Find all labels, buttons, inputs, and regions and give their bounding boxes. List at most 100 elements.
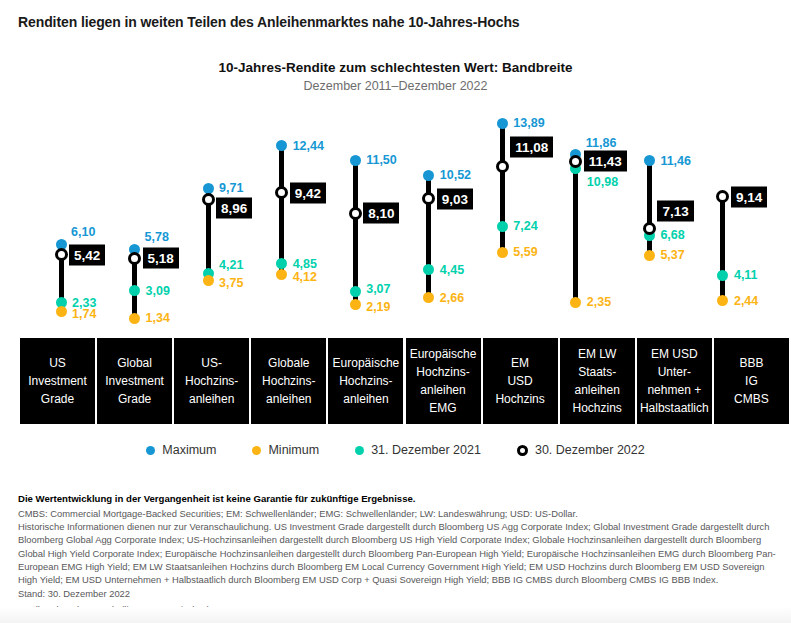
maximum-value-label: 9,71 xyxy=(219,181,243,195)
minimum-dot xyxy=(717,295,728,306)
dec2021-value-label: 10,98 xyxy=(587,175,618,189)
category-box: EuropäischeHochzins-anleihenEMG xyxy=(406,338,481,424)
dec2022-ring xyxy=(128,252,141,265)
dec2022-value-box: 9,14 xyxy=(731,186,767,207)
dec2021-dot-icon xyxy=(355,446,364,455)
maximum-value-label: 13,89 xyxy=(513,116,544,130)
report-page: Renditen liegen in weiten Teilen des Anl… xyxy=(0,0,791,623)
dec2021-value-label: 4,45 xyxy=(440,263,464,277)
category-label-line: Europäische xyxy=(333,354,400,372)
minimum-value-label: 2,44 xyxy=(734,294,758,308)
maximum-value-label: 11,86 xyxy=(586,136,617,150)
minimum-dot xyxy=(203,275,214,286)
dec2022-value-box: 7,13 xyxy=(657,201,693,222)
dec2022-ring xyxy=(496,160,509,173)
maximum-value-label: 11,46 xyxy=(660,154,691,168)
category-box: USInvestmentGrade xyxy=(20,338,95,424)
range-line xyxy=(647,161,652,256)
dec2021-value-label: 4,11 xyxy=(734,268,758,282)
category-label-line: Hochzins- xyxy=(416,363,469,381)
minimum-dot xyxy=(644,250,655,261)
dec2021-value-label: 3,07 xyxy=(366,282,390,296)
minimum-value-label: 2,35 xyxy=(587,295,611,309)
category-label-line: Unter- xyxy=(658,363,691,381)
dec2022-ring xyxy=(643,222,656,235)
minimum-value-label: 3,75 xyxy=(219,276,243,290)
legend-label-maximum: Maximum xyxy=(162,443,216,457)
category-box: GlobaleHochzins-anleihen xyxy=(251,338,326,424)
category-label-line: IG xyxy=(745,372,758,390)
footnotes: Die Wertentwicklung in der Vergangenheit… xyxy=(18,492,777,616)
minimum-dot xyxy=(56,306,67,317)
minimum-value-label: 5,37 xyxy=(660,248,684,262)
category-label-line: Hochzins- xyxy=(185,372,238,390)
category-label-line: Investment xyxy=(105,372,164,390)
dec2022-value-box: 9,42 xyxy=(290,182,326,203)
dec2021-value-label: 7,24 xyxy=(513,219,537,233)
category-label-line: Halbstaatlich xyxy=(640,399,709,417)
minimum-value-label: 1,34 xyxy=(146,311,170,325)
category-label-line: anleihen xyxy=(575,381,620,399)
dec2021-value-label: 4,85 xyxy=(293,257,317,271)
minimum-dot xyxy=(276,269,287,280)
minimum-value-label: 4,12 xyxy=(293,270,317,284)
category-label-line: Hochzins xyxy=(573,399,622,417)
maximum-dot xyxy=(644,155,655,166)
legend-item-dec2021: 31. Dezember 2021 xyxy=(355,443,481,457)
range-line xyxy=(500,123,505,252)
dec2022-value-box: 5,42 xyxy=(69,244,105,265)
dec2021-value-label: 6,68 xyxy=(660,228,684,242)
category-label-line: anleihen xyxy=(189,390,234,408)
minimum-value-label: 2,66 xyxy=(440,291,464,305)
dec2022-ring xyxy=(275,186,288,199)
dec2022-value-box: 11,43 xyxy=(584,151,627,172)
dec2021-dot xyxy=(129,285,140,296)
dec2021-dot xyxy=(276,258,287,269)
category-label-line: anleihen xyxy=(420,381,465,399)
category-label-line: US- xyxy=(201,354,222,372)
maximum-value-label: 5,78 xyxy=(145,230,169,244)
dec2022-value-box: 9,03 xyxy=(437,188,473,209)
minimum-dot xyxy=(570,297,581,308)
legend-label-dec2022: 30. Dezember 2022 xyxy=(535,443,645,457)
maximum-dot xyxy=(203,183,214,194)
range-line xyxy=(720,197,725,301)
category-label-line: Europäische xyxy=(410,345,477,363)
range-line xyxy=(353,160,358,305)
dec2022-ring xyxy=(55,248,68,261)
dec2021-dot xyxy=(497,221,508,232)
legend-label-dec2021: 31. Dezember 2021 xyxy=(371,443,481,457)
dec2022-value-box: 11,08 xyxy=(510,136,553,157)
category-label-line: EM LW xyxy=(578,345,616,363)
minimum-dot-icon xyxy=(252,446,261,455)
category-box: EM USDUnter-nehmen +Halbstaatlich xyxy=(637,338,712,424)
dec2022-ring xyxy=(349,207,362,220)
category-label-line: EMG xyxy=(429,399,456,417)
category-label-line: Grade xyxy=(41,390,74,408)
dec2022-ring-icon xyxy=(517,445,528,456)
maximum-value-label: 12,44 xyxy=(293,139,324,153)
maximum-dot xyxy=(423,170,434,181)
category-label-line: US xyxy=(49,354,66,372)
category-box: EuropäischeHochzins-anleihen xyxy=(328,338,403,424)
dec2022-value-box: 5,18 xyxy=(143,248,179,269)
maximum-dot xyxy=(350,155,361,166)
dec2021-value-label: 3,09 xyxy=(146,284,170,298)
maximum-dot xyxy=(497,118,508,129)
category-box: US-Hochzins-anleihen xyxy=(174,338,249,424)
dec2021-dot xyxy=(717,270,728,281)
minimum-dot xyxy=(350,299,361,310)
category-label-line: Hochzins- xyxy=(339,372,392,390)
category-label-line: EM xyxy=(511,354,529,372)
maximum-value-label: 11,50 xyxy=(366,153,397,167)
range-line xyxy=(279,146,284,275)
dec2021-dot xyxy=(350,286,361,297)
minimum-dot xyxy=(423,292,434,303)
category-label-line: EM USD xyxy=(651,345,698,363)
minimum-dot xyxy=(497,247,508,258)
maximum-value-label: 10,52 xyxy=(440,168,471,182)
category-label-line: Hochzins- xyxy=(262,372,315,390)
as-of-date: Stand: 30. Dezember 2022 xyxy=(18,587,777,600)
category-label-line: Investment xyxy=(28,372,87,390)
category-box: EM LWStaats-anleihenHochzins xyxy=(560,338,635,424)
